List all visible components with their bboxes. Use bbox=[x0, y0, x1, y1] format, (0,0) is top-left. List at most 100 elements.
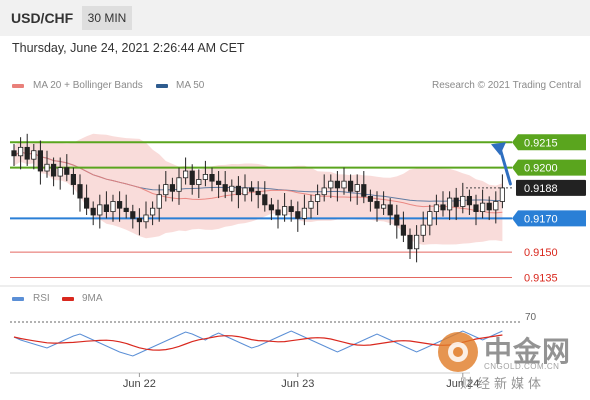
forecast-arrow-head bbox=[491, 142, 506, 156]
candle-body bbox=[97, 204, 103, 216]
candle-body bbox=[281, 206, 288, 216]
candle-body bbox=[413, 234, 420, 250]
support-label-5: 0.9135 bbox=[524, 273, 558, 285]
candle-body bbox=[169, 184, 175, 192]
forecast-arrow-shaft bbox=[498, 146, 512, 186]
candle-body bbox=[130, 211, 136, 219]
candle-body bbox=[17, 146, 24, 157]
candle-body bbox=[453, 197, 459, 207]
x-tick-label-1: Jun 23 bbox=[281, 378, 314, 390]
x-tick-label-0: Jun 22 bbox=[123, 378, 156, 390]
candle-body bbox=[11, 150, 17, 157]
candles-group bbox=[11, 133, 506, 263]
bollinger-legend-label: MA 20 + Bollinger Bands bbox=[33, 80, 143, 91]
candle-body bbox=[143, 214, 149, 223]
candle-body bbox=[44, 163, 50, 172]
candle-body bbox=[354, 184, 360, 192]
candle-body bbox=[493, 201, 499, 211]
candle-body bbox=[202, 173, 208, 180]
candle-body bbox=[123, 207, 129, 213]
candle-body bbox=[24, 146, 30, 160]
candle-body bbox=[268, 204, 275, 211]
candle-body bbox=[334, 180, 341, 189]
rsi-legend-swatch bbox=[12, 297, 24, 301]
candle-body bbox=[374, 201, 380, 209]
candle-body bbox=[196, 179, 202, 185]
current-price-tag bbox=[516, 179, 586, 196]
candle-body bbox=[288, 206, 294, 212]
candle-body bbox=[31, 150, 37, 160]
candle-body bbox=[400, 224, 407, 236]
candle-body bbox=[77, 184, 83, 199]
candle-body bbox=[460, 195, 466, 207]
candle-body bbox=[57, 167, 63, 177]
candle-body bbox=[433, 204, 440, 213]
ma50-legend-label: MA 50 bbox=[176, 80, 205, 91]
resistance-label-0: 0.9215 bbox=[524, 137, 558, 149]
candle-body bbox=[64, 167, 70, 175]
candle-body bbox=[51, 163, 57, 177]
candle-body bbox=[242, 187, 248, 196]
candle-body bbox=[222, 184, 228, 192]
pivot-tag-3 bbox=[512, 210, 586, 227]
candle-body bbox=[117, 201, 123, 209]
candle-body bbox=[367, 195, 374, 202]
candle-body bbox=[189, 170, 195, 185]
current-price-label: 0.9188 bbox=[524, 183, 558, 195]
watermark-logo-dot bbox=[453, 347, 463, 357]
candle-body bbox=[486, 202, 492, 211]
x-tick-label-2: Jun 24 bbox=[446, 378, 479, 390]
candle-body bbox=[275, 209, 281, 216]
datetime-label: Thursday, June 24, 2021 2:26:44 AM CET bbox=[12, 41, 245, 55]
support-label-4: 0.9150 bbox=[524, 247, 558, 259]
chart-header: USD/CHF 30 MIN bbox=[0, 0, 590, 36]
candle-body bbox=[479, 202, 486, 213]
candle-body bbox=[176, 177, 182, 192]
ma50-legend-swatch bbox=[156, 84, 168, 88]
candle-body bbox=[84, 197, 90, 209]
candle-body bbox=[407, 234, 413, 250]
timeframe-button[interactable]: 30 MIN bbox=[82, 6, 132, 30]
candle-body bbox=[341, 180, 347, 189]
candle-body bbox=[182, 170, 189, 179]
candle-body bbox=[440, 204, 446, 211]
rsi-legend-label: RSI bbox=[33, 293, 50, 304]
watermark-subtitle: 财经新媒体 bbox=[460, 377, 546, 392]
candle-body bbox=[90, 207, 96, 216]
candle-body bbox=[347, 180, 354, 192]
candle-body bbox=[394, 214, 400, 226]
candle-body bbox=[149, 207, 156, 216]
resistance-tag-0 bbox=[512, 134, 586, 151]
candle-body bbox=[209, 173, 215, 182]
candle-body bbox=[163, 184, 169, 196]
candle-body bbox=[255, 190, 261, 196]
candle-body bbox=[473, 204, 479, 213]
candle-body bbox=[314, 194, 321, 202]
candle-body bbox=[328, 180, 334, 189]
candle-body bbox=[110, 201, 116, 212]
resistance-label-1: 0.9200 bbox=[524, 163, 558, 175]
candle-body bbox=[301, 207, 308, 219]
bollinger-legend-swatch bbox=[12, 84, 24, 88]
candle-body bbox=[235, 185, 241, 196]
resistance-tag-1 bbox=[512, 159, 586, 176]
candle-body bbox=[295, 211, 301, 219]
candle-body bbox=[136, 217, 142, 223]
rsi-ma-legend-label: 9MA bbox=[82, 293, 103, 304]
candle-body bbox=[308, 201, 314, 209]
candle-body bbox=[156, 194, 162, 209]
candle-body bbox=[427, 211, 433, 226]
candle-body bbox=[248, 187, 255, 192]
rsi-level-label: 70 bbox=[525, 312, 537, 323]
candle-body bbox=[446, 197, 453, 211]
candle-body bbox=[387, 204, 393, 216]
rsi-ma-line bbox=[13, 334, 503, 351]
candle-body bbox=[70, 173, 76, 185]
candle-body bbox=[229, 185, 235, 192]
candle-body bbox=[103, 204, 109, 213]
candle-body bbox=[262, 194, 268, 206]
candle-body bbox=[499, 187, 506, 202]
candle-body bbox=[466, 195, 473, 206]
